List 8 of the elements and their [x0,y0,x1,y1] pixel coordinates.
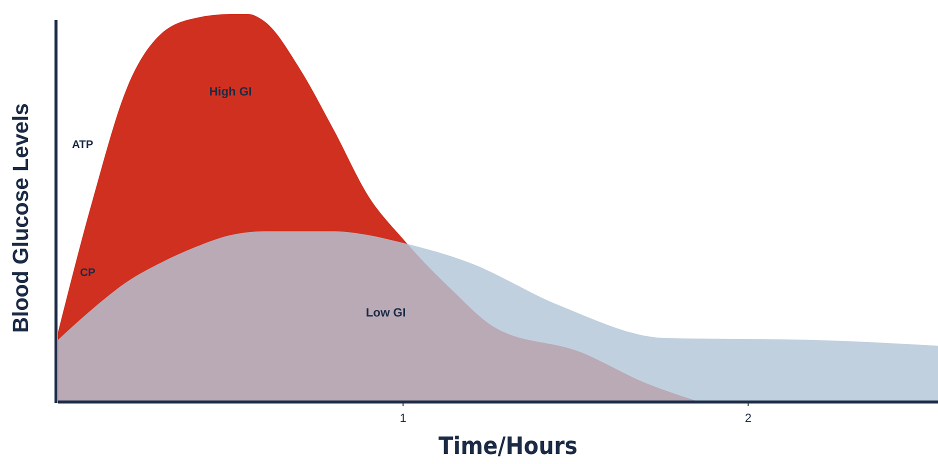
x-tick-label: 1 [400,411,407,425]
x-tick-label: 2 [744,411,752,425]
series-label: Low GI [366,306,406,320]
annotation: ATP [72,139,94,151]
y-axis-title: Blood Glucose Levels [8,103,33,333]
x-axis-title: Time/Hours [438,432,578,460]
annotation: CP [80,267,96,279]
series-label: High GI [209,84,252,98]
